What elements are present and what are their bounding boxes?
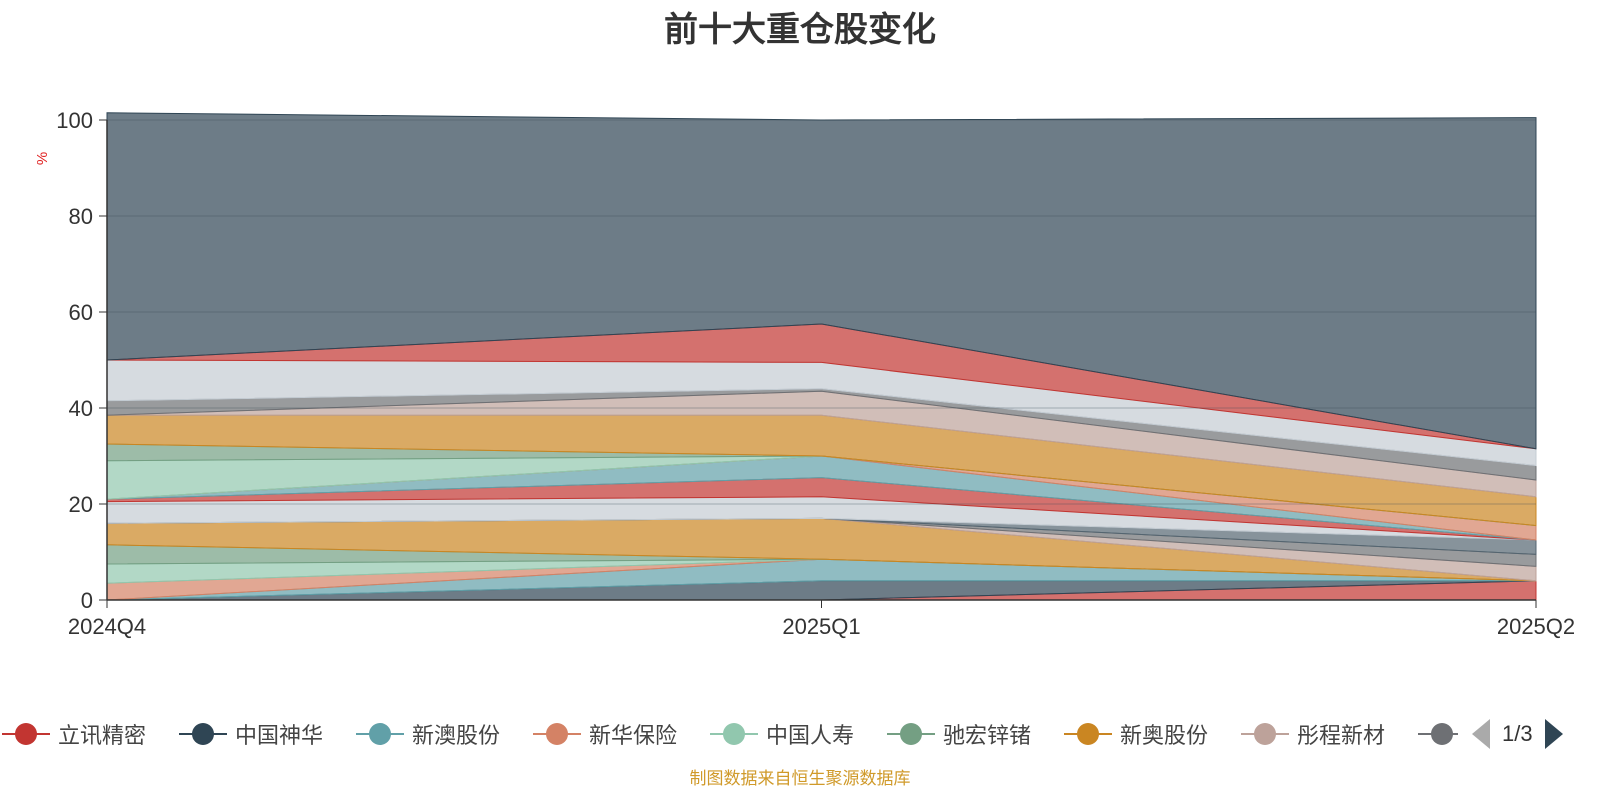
legend-marker-icon	[2, 722, 50, 746]
legend-item[interactable]: 中国神华	[179, 718, 323, 750]
legend-label: 新华保险	[589, 723, 678, 748]
legend: 立讯精密 中国神华 新澳股份 新华保险 中国人寿 驰宏锌锗 新奥股份 彤程新材 中国平安	[0, 718, 1600, 754]
y-tick-label: 0	[81, 588, 93, 613]
y-tick-label: 20	[69, 492, 93, 517]
legend-label: 新奥股份	[1120, 723, 1209, 748]
legend-next-arrow-icon[interactable]	[1544, 719, 1563, 749]
legend-label: 立讯精密	[58, 723, 147, 748]
legend-marker-icon	[1064, 722, 1112, 746]
grid-layer	[107, 119, 1536, 505]
x-tick-label: 2024Q4	[68, 614, 146, 639]
legend-item[interactable]: 新华保险	[533, 718, 677, 750]
chart-title: 前十大重仓股变化	[664, 11, 936, 49]
legend-prev-arrow-icon[interactable]	[1472, 719, 1490, 749]
legend-pager: 1/3	[1460, 718, 1563, 750]
x-tick-label: 2025Q1	[782, 614, 860, 639]
source-note: 制图数据来自恒生聚源数据库	[689, 769, 911, 788]
legend-marker-icon	[1418, 722, 1458, 746]
legend-item[interactable]: 中国人寿	[710, 718, 854, 750]
legend-label: 中国人寿	[766, 723, 855, 748]
legend-label: 彤程新材	[1297, 723, 1386, 748]
y-tick-label: 40	[69, 396, 93, 421]
legend-label: 新澳股份	[412, 723, 501, 748]
legend-label: 驰宏锌锗	[943, 723, 1032, 748]
legend-marker-icon	[179, 722, 227, 746]
legend-marker-icon	[1241, 722, 1289, 746]
y-tick-label: 60	[69, 300, 93, 325]
legend-item[interactable]: 驰宏锌锗	[887, 718, 1031, 750]
legend-item[interactable]: 彤程新材	[1241, 718, 1385, 750]
legend-marker-icon	[533, 722, 581, 746]
y-tick-label: 80	[69, 204, 93, 229]
x-tick-label: 2025Q2	[1497, 614, 1575, 639]
legend-label: 中国神华	[235, 723, 324, 748]
axis-layer: 0 20 40 60 80 100 2024Q4 2025Q1 2025Q2	[56, 108, 1575, 639]
legend-marker-icon	[356, 722, 404, 746]
legend-item[interactable]: 立讯精密	[2, 718, 146, 750]
y-tick-label: 100	[56, 108, 93, 133]
legend-marker-icon	[710, 722, 758, 746]
area-layer	[106, 112, 1537, 601]
legend-marker-icon	[887, 722, 935, 746]
legend-item[interactable]: 新澳股份	[356, 718, 500, 750]
legend-items: 立讯精密 中国神华 新澳股份 新华保险 中国人寿 驰宏锌锗 新奥股份 彤程新材 中国平安	[0, 718, 1458, 754]
legend-page-indicator: 1/3	[1502, 721, 1533, 746]
legend-item[interactable]: 新奥股份	[1064, 718, 1208, 750]
legend-item[interactable]: 中国平安	[1418, 718, 1458, 750]
